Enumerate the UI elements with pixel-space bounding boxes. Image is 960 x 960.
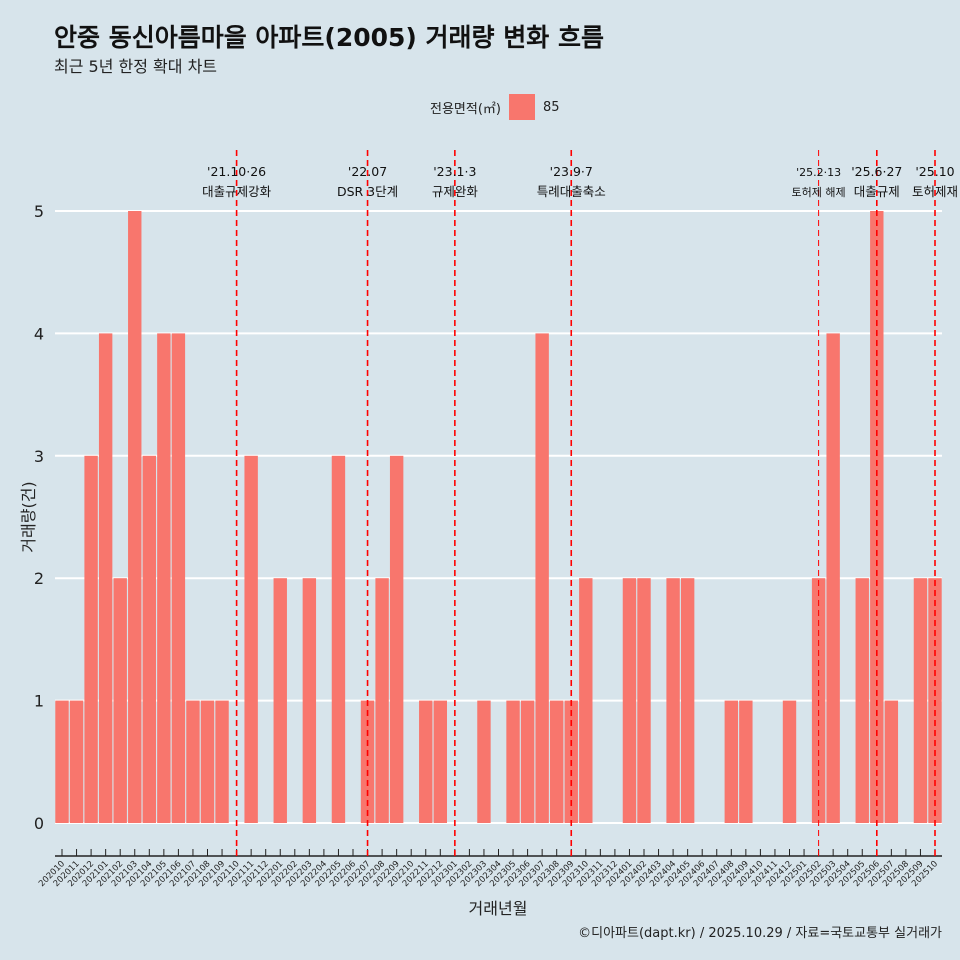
annotation-date: '25.2·13 — [796, 166, 841, 179]
bar — [375, 578, 389, 823]
y-tick-label: 1 — [34, 692, 44, 711]
legend-entry: 85 — [542, 99, 560, 115]
legend-swatch — [508, 94, 535, 120]
bar — [826, 333, 840, 823]
annotation-label: DSR 3단계 — [337, 184, 398, 199]
bar — [579, 578, 593, 823]
caption: ©디아파트(dapt.kr) / 2025.10.29 / 자료=국토교통부 실… — [578, 926, 942, 941]
annotation-date: '22.07 — [348, 164, 387, 179]
y-tick-label: 5 — [34, 202, 44, 221]
bar — [244, 455, 258, 823]
bar — [69, 700, 84, 823]
bar — [171, 333, 186, 823]
bar — [84, 455, 98, 823]
legend: 전용면적(㎡) 85 — [430, 94, 560, 120]
annotation-date: '21.10·26 — [207, 164, 266, 179]
bar — [739, 700, 753, 823]
bar — [55, 700, 69, 823]
y-tick-label: 2 — [34, 569, 44, 588]
bar — [142, 455, 156, 823]
bar — [855, 578, 869, 823]
bar — [550, 700, 564, 823]
bar — [157, 333, 171, 823]
annotation-label: 토허제 해제 — [792, 185, 846, 199]
legend-title: 전용면적(㎡) — [430, 101, 501, 117]
annotation-date: '25.6·27 — [851, 164, 902, 179]
annotation-label: 대출규제 — [854, 184, 900, 199]
bar — [433, 700, 447, 823]
bar — [331, 455, 346, 823]
annotation-date: '23.9·7 — [550, 164, 593, 179]
annotation-label: 대출규제강화 — [202, 184, 272, 199]
bar — [98, 333, 113, 823]
bar — [680, 578, 695, 823]
y-tick-label: 0 — [34, 814, 44, 833]
annotation-label: 규제완화 — [432, 184, 479, 199]
annotation-label: 특례대출축소 — [537, 184, 606, 199]
bar — [389, 455, 404, 823]
bar — [200, 700, 215, 823]
annotation-date: '23.1·3 — [433, 164, 476, 179]
chart-subtitle: 최근 5년 한정 확대 차트 — [54, 57, 218, 76]
y-axis-title: 거래량(건) — [19, 481, 38, 552]
bar — [884, 700, 899, 823]
chart-title: 안중 동신아름마을 아파트(2005) 거래량 변화 흐름 — [54, 23, 604, 52]
bar — [724, 700, 738, 823]
y-tick-label: 3 — [34, 447, 44, 466]
bar — [273, 578, 287, 823]
bar — [637, 578, 651, 823]
bar — [302, 578, 317, 823]
annotation-date: '25.10 — [915, 164, 954, 179]
bar — [666, 578, 680, 823]
bar — [186, 700, 200, 823]
bar — [506, 700, 520, 823]
bar — [535, 333, 549, 823]
bar — [622, 578, 637, 823]
bar — [477, 700, 491, 823]
bar — [913, 578, 928, 823]
annotation-label: 토허제재 — [912, 184, 958, 199]
bar — [419, 700, 433, 823]
x-axis-title: 거래년월 — [469, 899, 528, 918]
bar — [113, 578, 127, 823]
bar — [215, 700, 229, 823]
bar — [520, 700, 535, 823]
y-tick-label: 4 — [34, 324, 44, 343]
bar — [782, 700, 797, 823]
bar — [128, 211, 142, 823]
bar — [870, 211, 884, 823]
